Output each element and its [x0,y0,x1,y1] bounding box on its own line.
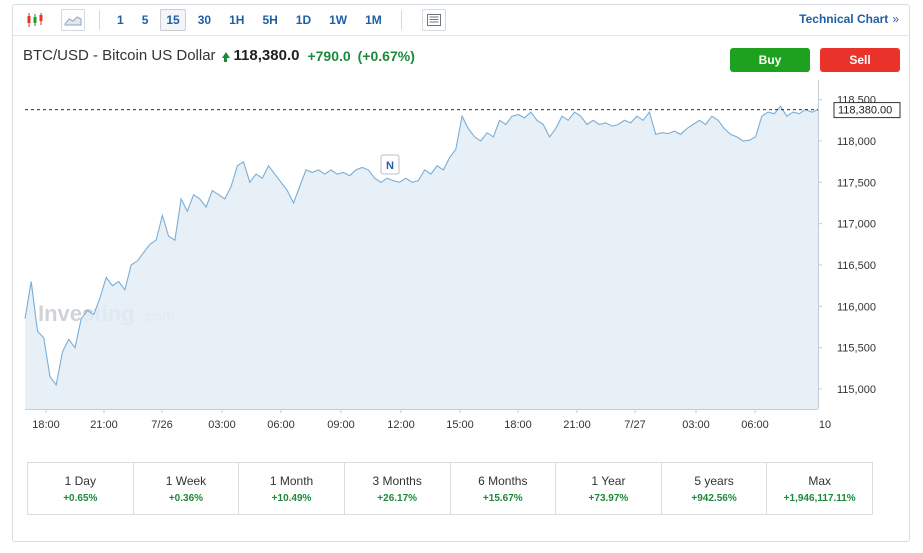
price-change: +790.0 [307,47,351,64]
performance-period: 3 Months [372,473,422,488]
price-change-percent: (+0.67%) [357,47,415,64]
timeframe-1m[interactable]: 1M [365,13,382,27]
series-area [25,106,818,410]
price-chart[interactable]: Investing.com115,000115,500116,000116,50… [0,0,923,440]
performance-cell[interactable]: 5 years +942.56% [662,463,768,514]
x-tick-label: 7/27 [624,419,645,431]
news-marker[interactable] [380,154,400,175]
x-tick-label: 18:00 [32,419,60,431]
technical-chart-label: Technical Chart [799,12,889,26]
y-tick-label: 117,000 [837,219,876,231]
performance-table: 1 Day +0.65% 1 Week +0.36% 1 Month +10.49% 3 M… [27,462,873,515]
sell-button[interactable]: Sell [820,48,900,72]
x-tick-label: 10 [819,419,831,431]
timeframe-1[interactable]: 1 [117,13,124,27]
performance-period: Max [808,473,832,488]
x-tick-label: 03:00 [208,419,236,431]
x-tick-label: 15:00 [446,419,474,431]
x-tick-label: 12:00 [387,419,415,431]
y-tick-label: 118,000 [837,136,876,148]
x-tick-label: 18:00 [504,419,532,431]
y-tick-label: 116,500 [837,260,876,272]
x-tick-label: 21:00 [563,419,591,431]
y-tick-label: 116,000 [837,301,876,313]
performance-cell[interactable]: 1 Year +73.97% [556,463,662,514]
toolbar-divider [400,10,402,30]
last-price-label: 118,380.00 [838,105,892,117]
x-tick-label: 06:00 [267,419,295,431]
timeframe-selector: 1 5 15 30 1H 5H 1D 1W 1M [108,9,391,31]
technical-chart-link[interactable]: Technical Chart» [799,12,899,26]
instrument-header: BTC/USD - Bitcoin US Dollar 118,380.0 +7… [23,47,422,64]
timeframe-1h[interactable]: 1H [229,13,245,27]
arrow-up-icon [221,51,230,62]
timeframe-1d[interactable]: 1D [295,13,312,27]
performance-cell[interactable]: 1 Month +10.49% [239,463,345,514]
x-tick-label: 03:00 [682,419,710,431]
x-tick-label: 7/26 [151,419,172,431]
timeframe-5h[interactable]: 5H [262,13,278,27]
y-tick-label: 115,500 [837,343,876,355]
x-tick-label: 09:00 [327,419,355,431]
performance-cell[interactable]: 6 Months +15.67% [451,463,557,514]
performance-change: +1,946,117.11% [783,492,856,504]
timeframe-5[interactable]: 5 [141,13,149,27]
x-tick-label: 06:00 [741,419,769,431]
performance-period: 1 Day [64,473,96,488]
performance-cell[interactable]: 3 Months +26.17% [345,463,451,514]
performance-period: 6 Months [478,473,528,488]
buy-button[interactable]: Buy [730,48,810,72]
news-marker-label: N [386,160,394,172]
performance-cell[interactable]: Max +1,946,117.11% [767,463,872,514]
last-price: 118,380.0 [233,47,300,64]
area-chart-icon[interactable] [61,9,85,31]
performance-period: 5 years [694,473,734,488]
last-price-box [833,102,901,119]
chart-toolbar: 1 5 15 30 1H 5H 1D 1W 1M Technical Chart» [13,5,909,36]
performance-change: +0.36% [168,492,204,504]
instrument-name: BTC/USD - Bitcoin US Dollar [23,47,216,64]
performance-change: +942.56% [691,492,737,504]
performance-cell[interactable]: 1 Week +0.36% [134,463,240,514]
performance-cell[interactable]: 1 Day +0.65% [28,463,134,514]
y-tick-label: 117,500 [837,177,876,189]
news-icon[interactable] [421,9,446,31]
series-line [24,105,819,387]
x-tick-label: 21:00 [90,419,118,431]
timeframe-1w[interactable]: 1W [329,13,348,27]
performance-change: +10.49% [271,492,312,504]
y-tick-label: 115,000 [837,384,876,396]
performance-change: +73.97% [588,492,629,504]
timeframe-15[interactable]: 15 [160,9,186,31]
timeframe-30[interactable]: 30 [197,13,212,27]
performance-change: +26.17% [377,492,418,504]
toolbar-divider [99,10,100,30]
performance-change: +15.67% [482,492,523,504]
chevron-right-icon: » [892,12,899,26]
performance-change: +0.65% [63,492,98,504]
performance-period: 1 Week [165,473,207,488]
performance-period: 1 Year [591,473,626,488]
candlestick-icon[interactable] [23,9,47,31]
performance-period: 1 Month [269,473,314,488]
